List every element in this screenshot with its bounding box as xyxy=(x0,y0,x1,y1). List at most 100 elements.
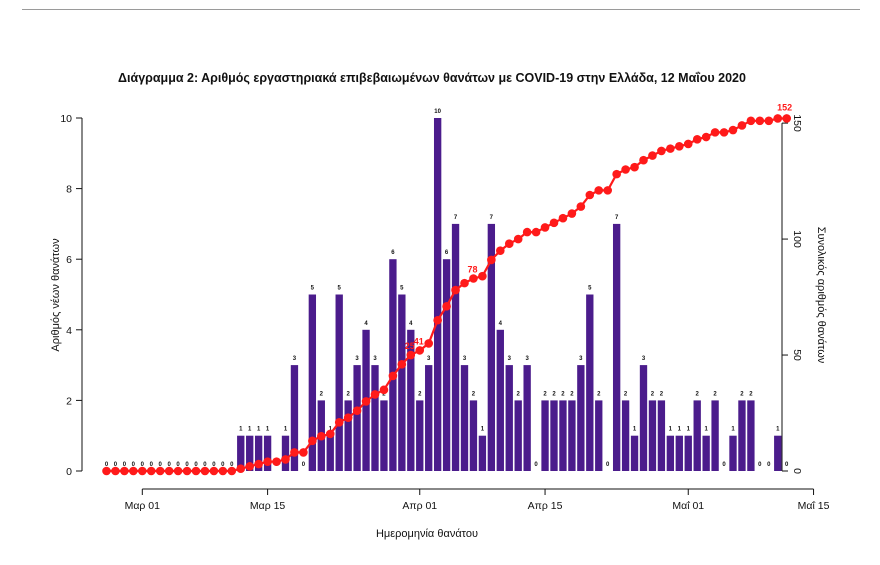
bar-value-label: 1 xyxy=(239,427,243,433)
cumulative-point xyxy=(469,274,478,283)
bar xyxy=(747,400,755,471)
bar xyxy=(433,118,442,471)
cumulative-point xyxy=(478,271,487,281)
bar-value-label: 1 xyxy=(266,427,270,433)
bar-value-label: 0 xyxy=(606,462,610,468)
bar-value-label: 2 xyxy=(740,391,744,397)
y-left-tick-label: 0 xyxy=(66,466,72,478)
bar-value-label: 0 xyxy=(534,462,538,468)
cumulative-point xyxy=(388,371,398,381)
bar xyxy=(711,400,719,471)
cumulative-point xyxy=(173,466,183,476)
cumulative-point xyxy=(343,413,353,422)
bar-value-label: 1 xyxy=(481,427,485,433)
bar-value-label: 2 xyxy=(696,391,700,397)
bar-value-label: 1 xyxy=(633,427,637,433)
bar xyxy=(389,259,397,471)
cumulative-point xyxy=(612,169,621,179)
cumulative-point xyxy=(764,116,774,126)
bar-value-label: 6 xyxy=(391,250,395,256)
cumulative-point xyxy=(433,315,442,325)
bar-value-label: 0 xyxy=(105,462,109,468)
bar-value-label: 6 xyxy=(445,250,449,256)
bar-value-label: 2 xyxy=(472,391,476,397)
bar xyxy=(675,435,683,471)
bar xyxy=(326,435,334,471)
bar xyxy=(774,435,782,471)
bar xyxy=(246,435,254,471)
cumulative-point xyxy=(182,466,192,476)
bar-value-label: 1 xyxy=(248,427,252,433)
bar xyxy=(290,365,299,471)
bar-value-label: 5 xyxy=(311,286,315,292)
cumulative-point xyxy=(549,218,559,228)
cumulative-point xyxy=(496,246,505,255)
cumulative-point xyxy=(317,431,326,441)
bar-value-label: 0 xyxy=(123,462,127,468)
cumulative-point xyxy=(657,146,666,156)
bar-value-label: 4 xyxy=(364,321,368,327)
bar-value-label: 3 xyxy=(463,356,467,362)
cumulative-point xyxy=(621,165,630,174)
bars xyxy=(237,118,782,471)
bar-value-label: 1 xyxy=(687,427,691,433)
bar xyxy=(407,329,415,471)
bar-value-label: 7 xyxy=(615,215,619,221)
bar xyxy=(666,435,675,471)
bar-value-label: 7 xyxy=(454,215,458,221)
bar-value-label: 2 xyxy=(418,391,422,397)
bar-value-label: 0 xyxy=(176,462,180,468)
bar-value-label: 0 xyxy=(767,462,771,468)
bar xyxy=(451,223,460,471)
bar-value-label: 3 xyxy=(642,356,646,362)
bar xyxy=(487,223,496,471)
cumulative-point xyxy=(746,116,756,126)
bar xyxy=(237,435,245,471)
bar xyxy=(639,365,648,471)
cumulative-point xyxy=(522,227,532,237)
bar xyxy=(496,329,504,471)
bar-value-label: 0 xyxy=(159,462,163,468)
bar xyxy=(684,435,692,471)
bar-value-label: 4 xyxy=(499,321,503,327)
cumulative-point xyxy=(504,239,514,249)
cumulative-annotation: 78 xyxy=(467,264,477,274)
cumulative-point xyxy=(755,116,765,126)
cumulative-point xyxy=(102,466,111,476)
bar-value-label: 10 xyxy=(434,109,441,115)
cumulative-point xyxy=(379,385,389,395)
bar-value-label: 0 xyxy=(722,462,726,468)
bar xyxy=(693,400,701,471)
bar-value-label: 1 xyxy=(704,427,708,433)
bar-value-label: 2 xyxy=(561,391,565,397)
y-axis-left-label: Αριθμός νέων θανάτων xyxy=(50,238,62,352)
x-axis-label: Ημερομηνία θανάτου xyxy=(376,528,478,540)
bar xyxy=(416,400,424,471)
bar-value-label: 0 xyxy=(114,462,118,468)
bar xyxy=(586,294,594,471)
bar-value-label: 1 xyxy=(669,427,673,433)
bar-value-label: 2 xyxy=(552,391,556,397)
bar-value-label: 3 xyxy=(427,356,431,362)
cumulative-point xyxy=(594,186,604,195)
bar-value-label: 2 xyxy=(382,391,386,397)
cumulative-point xyxy=(728,125,738,135)
bar xyxy=(308,294,317,471)
cumulative-point xyxy=(209,466,219,476)
cumulative-point xyxy=(513,234,523,244)
bar-value-label: 0 xyxy=(203,462,207,468)
cumulative-point xyxy=(281,455,290,464)
cumulative-point xyxy=(352,406,362,415)
cumulative-point xyxy=(254,459,263,469)
bar xyxy=(514,400,522,471)
bar-value-label: 0 xyxy=(150,462,154,468)
cumulative-annotation: 41 xyxy=(414,336,424,346)
bar-value-label: 2 xyxy=(713,391,717,397)
cumulative-point xyxy=(442,302,451,311)
bar-value-label: 2 xyxy=(570,391,574,397)
cumulative-point xyxy=(683,139,693,149)
bar xyxy=(254,435,263,471)
bar-value-label: 0 xyxy=(167,462,171,468)
cumulative-point xyxy=(138,466,147,476)
